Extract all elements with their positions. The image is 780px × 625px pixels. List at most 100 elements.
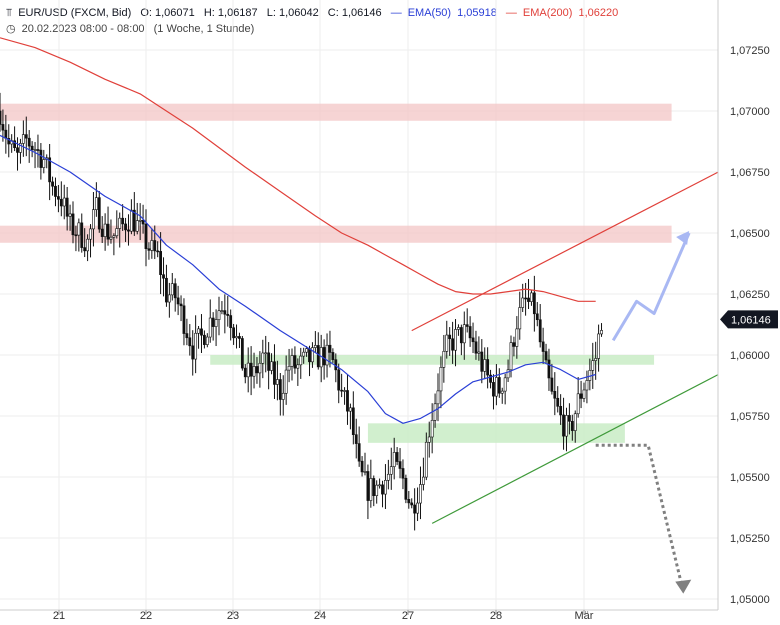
y-tick-label: 1,06000 (730, 350, 770, 362)
candle-body (538, 319, 542, 343)
candle-body (410, 502, 414, 506)
candle-body (389, 466, 393, 475)
candle-body (229, 315, 233, 329)
candle-body (51, 181, 54, 187)
candle-body (124, 223, 127, 231)
trend-lines (411, 171, 719, 524)
candle-body (112, 235, 116, 238)
candle-body (54, 185, 57, 197)
candle-body (232, 327, 236, 339)
candle-body (591, 360, 595, 371)
candle-body (290, 355, 294, 367)
candle-body (141, 219, 145, 225)
x-tick-label: 27 (402, 610, 414, 622)
y-tick-label: 1,06500 (730, 228, 770, 240)
candle-body (322, 347, 326, 366)
candle-body (135, 220, 139, 232)
candle-body (188, 337, 192, 347)
candle-body (203, 334, 206, 345)
candle-body (518, 307, 522, 330)
date-range: 20.02.2023 08:00 - 08:00 (21, 23, 145, 35)
candle-body (284, 369, 288, 394)
clock-icon: ◷ (6, 23, 16, 35)
candle-body (325, 344, 329, 366)
support-zone (210, 355, 655, 365)
candle-body (7, 138, 11, 145)
candle-body (255, 366, 259, 374)
candle-body (459, 327, 463, 344)
candle-body (100, 228, 104, 237)
candle-body (515, 328, 519, 347)
candle-body (287, 365, 291, 371)
candle-body (24, 134, 28, 139)
candle-body (208, 317, 212, 338)
channel-bottom-line (431, 373, 719, 524)
candle-body (42, 159, 46, 168)
candle-body (118, 217, 122, 229)
candle-body (243, 367, 247, 378)
y-axis: 1,07250 1,07000 1,06750 1,06500 1,06250 1,060… (717, 0, 770, 610)
candle-body (556, 397, 560, 407)
candle-body (509, 342, 513, 371)
candle-body (360, 460, 364, 473)
candle-body (39, 149, 43, 168)
candle-body (521, 297, 525, 308)
ema50-legend-marker: — (390, 7, 402, 19)
candle-body (205, 336, 209, 345)
candle-body (200, 328, 203, 336)
candle-body (454, 329, 457, 351)
last-price-badge: 1,06146 (720, 310, 778, 329)
candle-body (109, 236, 113, 240)
x-axis: 21 22 23 24 27 28 Mär (0, 609, 718, 622)
candle-body (305, 348, 309, 353)
open-value: O: 1,06071 (140, 7, 195, 19)
candle-body (223, 310, 227, 315)
candle-body (506, 369, 510, 379)
candle-body (71, 213, 75, 236)
candle-body (86, 238, 90, 252)
candle-body (156, 250, 160, 253)
candle-body (278, 379, 282, 400)
candle-body (439, 366, 443, 392)
candle-body (144, 223, 148, 250)
candle-body (19, 143, 22, 153)
candle-body (544, 351, 548, 361)
candle-body (220, 310, 224, 312)
candle-body (392, 452, 396, 467)
candle-body (89, 228, 92, 240)
candle-body (445, 334, 449, 352)
y-tick-label: 1,06750 (730, 167, 770, 179)
candle-body (65, 197, 69, 217)
bullish-scenario-arrow (611, 232, 691, 342)
candle-body (500, 390, 504, 394)
candle-body (127, 229, 130, 232)
candle-body (33, 149, 37, 151)
candle-body (348, 407, 352, 412)
zones (0, 103, 672, 443)
candle-body (4, 129, 8, 139)
y-tick-label: 1,07250 (730, 45, 770, 57)
candle-body (311, 347, 314, 363)
x-tick-label: Mär (575, 610, 594, 622)
candle-body (106, 223, 110, 240)
candle-body (486, 359, 490, 376)
candle-body (273, 361, 276, 385)
high-value: H: 1,06187 (203, 7, 258, 19)
candle-body (550, 377, 554, 392)
y-tick-label: 1,06250 (730, 289, 770, 301)
candle-body (457, 327, 460, 330)
y-tick-label: 1,05250 (730, 533, 770, 545)
candle-body (80, 222, 84, 248)
candle-body (477, 351, 481, 354)
last-price-label: 1,06146 (731, 314, 771, 326)
candles (0, 92, 603, 531)
ema200-label: EMA(200) (522, 7, 573, 19)
candle-body (1, 124, 5, 131)
candle-body (494, 377, 498, 397)
candle-body (48, 157, 52, 183)
candle-body (527, 297, 530, 302)
grid (0, 0, 718, 610)
candle-body (153, 240, 157, 252)
candle-body (468, 326, 472, 339)
